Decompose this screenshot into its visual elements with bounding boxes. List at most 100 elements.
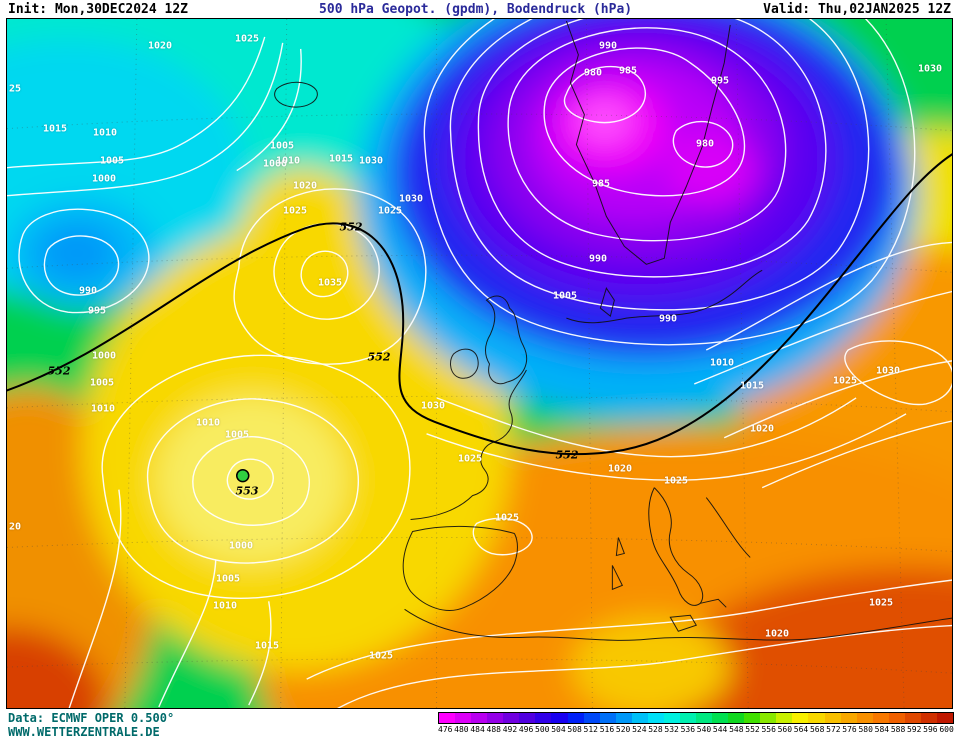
isobar-value-label: 1025 [368,650,394,662]
isobar-value-label: 1025 [457,453,483,465]
legend-tick-label: 500 [535,725,550,734]
footer-bar: Data: ECMWF OPER 0.500° WWW.WETTERZENTRA… [0,709,959,741]
legend-tick-label: 528 [648,725,663,734]
legend-tick-label: 556 [761,725,776,734]
isobar-value-label: 995 [87,305,107,317]
legend-tick-label: 516 [599,725,615,734]
isobar-value-label: 1010 [92,127,118,139]
geopotential-value-label: 553 [235,484,259,498]
isobar-value-label: 1030 [358,155,384,167]
legend-color-cell [920,713,937,723]
data-source-label: Data: ECMWF OPER 0.500° [8,711,175,725]
isobar-value-label: 985 [618,65,638,77]
legend-tick-label: 568 [809,725,825,734]
legend-tick-label: 488 [486,725,501,734]
legend-tick-label: 496 [518,725,534,734]
isobar-value-label: 1020 [749,423,775,435]
isobar-value-label: 985 [591,178,611,190]
website-label: WWW.WETTERZENTRALE.DE [8,725,160,739]
legend-tick-label: 508 [567,725,582,734]
isobar-value-label: 980 [695,138,715,150]
isobar-value-label: 1010 [90,403,116,415]
isobar-value-label: 990 [588,253,608,265]
legend-color-cell [567,713,584,723]
isobar-value-label: 1020 [607,463,633,475]
isobar-value-label: 1025 [377,205,403,217]
legend-color-cell [471,713,488,723]
isobar-value-label: 995 [710,75,730,87]
legend-color-cell [535,713,552,723]
legend-color-cell [439,713,456,723]
legend-color-cell [872,713,889,723]
header-bar: Init: Mon,30DEC2024 12Z 500 hPa Geopot. … [0,0,959,18]
legend-tick-label: 564 [793,725,809,734]
legend-tick-row: 476 480 484 488 492 496 500 504 508 512 516 520 524 5… [438,725,954,734]
legend-color-bar [438,712,954,724]
isobar-value-label: 990 [598,40,618,52]
legend-color-cell [583,713,600,723]
isobar-value-label: 1030 [398,193,424,205]
legend-tick-label: 552 [745,725,760,734]
legend-tick-label: 512 [583,725,598,734]
legend-color-cell [599,713,616,723]
isobar-value-label: 25 [8,83,22,95]
legend-color-cell [696,713,713,723]
legend-tick-label: 476 [438,725,453,734]
legend-color-cell [455,713,472,723]
legend-color-cell [792,713,809,723]
isobar-value-label: 1025 [282,205,308,217]
isobar-value-label: 1030 [917,63,943,75]
legend-color-cell [679,713,696,723]
legend-tick-label: 580 [858,725,873,734]
legend-color-cell [663,713,680,723]
isobar-value-label: 1005 [269,140,295,152]
isobar-value-label: 1000 [91,173,117,185]
legend-tick-label: 524 [632,725,647,734]
legend-tick-label: 588 [890,725,906,734]
isobar-value-label: 1010 [709,357,735,369]
legend-color-cell [888,713,905,723]
legend-tick-label: 532 [664,725,679,734]
isobar-value-label: 980 [583,67,603,79]
isobar-value-label: 1020 [292,180,318,192]
isobar-value-label: 1015 [42,123,68,135]
isobar-value-label: 1000 [228,540,254,552]
isobar-value-label: 1005 [89,377,115,389]
isobar-value-label: 990 [78,285,98,297]
legend-color-cell [712,713,729,723]
legend-tick-label: 492 [502,725,518,734]
legend-tick-label: 560 [777,725,793,734]
isobar-value-label: 990 [658,313,678,325]
legend-tick-label: 600 [939,725,954,734]
legend-tick-label: 536 [680,725,696,734]
geopotential-fill-layer [7,19,952,708]
geopotential-value-label: 552 [367,350,391,364]
legend-tick-label: 576 [842,725,857,734]
legend-color-cell [744,713,761,723]
isobar-lines [7,19,952,708]
legend-color-cell [487,713,504,723]
legend-color-cell [503,713,520,723]
legend-tick-label: 572 [826,725,841,734]
legend-color-cell [824,713,841,723]
geopotential-value-label: 552 [339,220,363,234]
legend-tick-label: 484 [470,725,485,734]
map-title: 500 hPa Geopot. (gpdm), Bodendruck (hPa) [319,1,633,17]
geopotential-value-label: 552 [555,448,579,462]
legend-color-cell [840,713,857,723]
isobar-value-label: 1025 [494,512,520,524]
legend-tick-label: 520 [615,725,631,734]
weather-map: 1020 1025 25 20 1015 1010 1005 1000 990 995 1000 10… [6,18,953,709]
legend-color-cell [519,713,536,723]
legend-color-cell [904,713,921,723]
isobar-value-label: 1035 [317,277,343,289]
isobar-value-label: 1005 [215,573,241,585]
legend-color-cell [936,713,953,723]
isobar-value-label: 1015 [254,640,280,652]
graticule [7,19,952,708]
isobar-value-label: 1030 [875,365,901,377]
isobar-value-label: 1005 [224,429,250,441]
isobar-value-label: 1025 [868,597,894,609]
geopotential-552-contour [7,153,952,483]
legend-tick-label: 480 [454,725,469,734]
